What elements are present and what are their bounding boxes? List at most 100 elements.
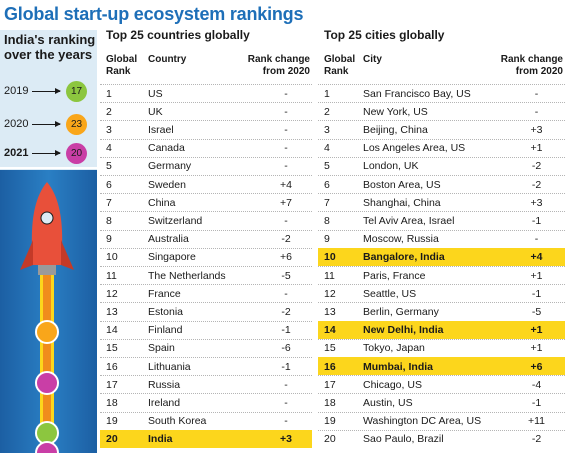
name-cell: New York, US — [363, 105, 428, 118]
rocket-window — [40, 211, 54, 225]
name-cell: Russia — [148, 378, 181, 391]
rank-cell: 7 — [106, 196, 112, 209]
name-cell: The Netherlands — [148, 269, 226, 282]
name-cell: Moscow, Russia — [363, 233, 439, 246]
table-row: 1 US - — [100, 84, 312, 102]
india-ranking-heading: India's ranking over the years — [4, 32, 96, 62]
name-cell: Austin, US — [363, 396, 413, 409]
table-row: 17 Russia - — [100, 375, 312, 393]
name-cell: Tel Aviv Area, Israel — [363, 214, 455, 227]
india-year-row: 2020 23 — [4, 113, 87, 135]
name-cell: Lithuania — [148, 360, 191, 373]
table-row: 12 Seattle, US -1 — [318, 284, 565, 302]
table-row: 6 Sweden +4 — [100, 175, 312, 193]
table-row: 20 Sao Paulo, Brazil -2 — [318, 429, 565, 448]
name-cell: San Francisco Bay, US — [363, 87, 471, 100]
rank-cell: 3 — [106, 123, 112, 136]
column-header-rank: Global Rank — [106, 54, 138, 77]
change-cell: -2 — [531, 433, 542, 446]
table-row: 11 Paris, France +1 — [318, 266, 565, 284]
name-cell: UK — [148, 105, 163, 118]
year-label: 2021 — [4, 147, 29, 159]
change-cell: - — [284, 142, 288, 155]
rank-cell: 13 — [106, 305, 118, 318]
column-header-rank: Global Rank — [324, 54, 356, 77]
change-cell: +4 — [280, 178, 292, 191]
rank-cell: 5 — [324, 160, 330, 173]
name-cell: Seattle, US — [363, 287, 417, 300]
india-year-row: 2021 20 — [4, 142, 87, 164]
table-row: 3 Beijing, China +3 — [318, 120, 565, 138]
table-row: 9 Moscow, Russia - — [318, 229, 565, 248]
rank-cell: 12 — [106, 287, 118, 300]
table-row: 14 New Delhi, India +1 — [318, 320, 565, 339]
rank-cell: 15 — [106, 342, 118, 355]
table-row: 8 Switzerland - — [100, 211, 312, 229]
rankings-tables: Top 25 countries globally Global Rank Coun… — [100, 28, 565, 453]
name-cell: Mumbai, India — [363, 360, 434, 373]
rank-cell: 17 — [324, 378, 336, 391]
change-cell: -2 — [531, 178, 542, 191]
change-cell: -1 — [531, 396, 542, 409]
rank-cell: 20 — [324, 433, 336, 446]
rank-cell: 11 — [324, 269, 335, 282]
rank-cell: 8 — [106, 214, 112, 227]
change-cell: +1 — [530, 324, 543, 337]
table-row: 1 San Francisco Bay, US - — [318, 84, 565, 102]
rank-cell: 9 — [106, 233, 112, 246]
table-row: 7 Shanghai, China +3 — [318, 193, 565, 211]
rank-cell: 18 — [106, 396, 118, 409]
change-cell: +1 — [530, 342, 543, 355]
column-header-change: Rank change from 2020 — [247, 54, 310, 77]
name-cell: Australia — [148, 233, 189, 246]
change-cell: -5 — [281, 269, 291, 282]
rocket-illustration — [0, 170, 97, 453]
change-cell: +3 — [280, 433, 292, 446]
name-cell: Shanghai, China — [363, 196, 441, 209]
rank-cell: 4 — [324, 142, 330, 155]
name-cell: Spain — [148, 342, 175, 355]
page-title: Global start-up ecosystem rankings — [4, 4, 304, 24]
table-row: 16 Mumbai, India +6 — [318, 357, 565, 375]
table-row: 15 Tokyo, Japan +1 — [318, 338, 565, 357]
change-cell: - — [284, 123, 288, 136]
name-cell: Sweden — [148, 178, 186, 191]
name-cell: India — [148, 433, 173, 446]
rank-cell: 18 — [324, 396, 336, 409]
name-cell: London, UK — [363, 160, 419, 173]
rank-cell: 15 — [324, 342, 336, 355]
name-cell: Bangalore, India — [363, 251, 445, 264]
rank-cell: 1 — [324, 87, 330, 100]
column-header-name: Country — [148, 54, 187, 65]
name-cell: Tokyo, Japan — [363, 342, 425, 355]
change-cell: -2 — [281, 233, 291, 246]
change-cell: +7 — [280, 196, 292, 209]
rocket-icon — [20, 182, 74, 453]
name-cell: China — [148, 196, 176, 209]
change-cell: -1 — [531, 287, 542, 300]
table-row: 6 Boston Area, US -2 — [318, 175, 565, 193]
table-row: 14 Finland -1 — [100, 320, 312, 339]
table-row: 19 Washington DC Area, US +11 — [318, 411, 565, 430]
rank-cell: 6 — [324, 178, 330, 191]
rocket-fin-left — [20, 240, 33, 270]
panel-divider — [0, 167, 97, 169]
name-cell: Ireland — [148, 396, 181, 409]
table-row: 4 Canada - — [100, 138, 312, 157]
rank-circle: 17 — [66, 80, 87, 102]
table-row: 12 France - — [100, 284, 312, 302]
rank-circle: 23 — [66, 113, 87, 135]
name-cell: Singapore — [148, 251, 196, 264]
change-cell: -6 — [281, 342, 291, 355]
name-cell: Germany — [148, 160, 192, 173]
change-cell: -4 — [531, 378, 542, 391]
table-row: 17 Chicago, US -4 — [318, 375, 565, 393]
year-label: 2020 — [4, 118, 29, 130]
table-row: 20 India +3 — [100, 429, 312, 448]
flame-core — [43, 275, 51, 453]
name-cell: Los Angeles Area, US — [363, 142, 466, 155]
table-row: 5 Germany - — [100, 156, 312, 175]
table-row: 11 The Netherlands -5 — [100, 266, 312, 284]
rank-cell: 12 — [324, 287, 336, 300]
table-row: 18 Austin, US -1 — [318, 393, 565, 411]
